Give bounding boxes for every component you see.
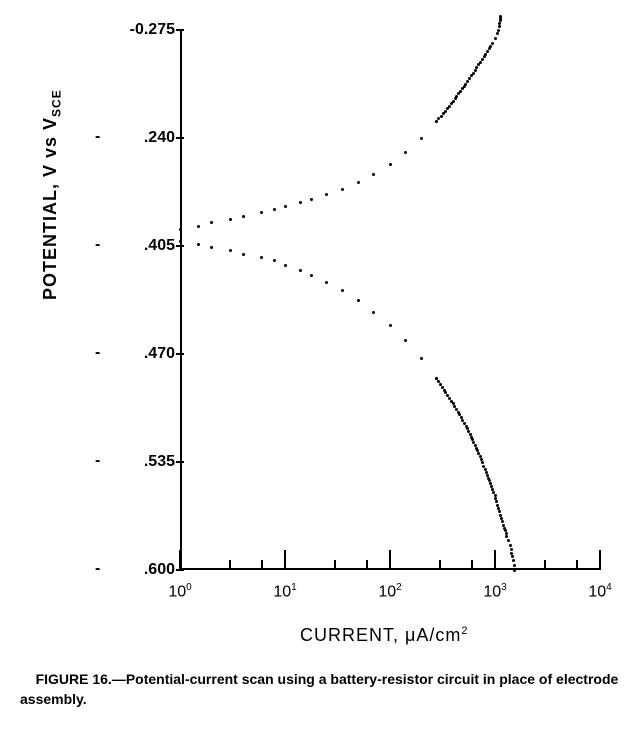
data-point <box>513 569 516 572</box>
x-tick-major <box>599 550 601 570</box>
data-point <box>496 32 499 35</box>
x-axis-label-text: CURRENT, μA/cm <box>300 625 461 645</box>
data-point <box>179 228 182 231</box>
x-tick-minor <box>576 560 578 570</box>
data-point <box>197 225 200 228</box>
x-tick-label: 100 <box>168 582 191 601</box>
data-point <box>242 253 245 256</box>
negative-sign: - <box>95 236 100 254</box>
figure-caption: FIGURE 16.—Potential-current scan using … <box>20 670 624 709</box>
y-tick-label: .535 <box>95 453 175 471</box>
y-tick-label: .470 <box>95 345 175 363</box>
x-tick-label: 104 <box>588 582 611 601</box>
data-point <box>512 559 515 562</box>
x-tick-major <box>389 550 391 570</box>
y-axis-label-text: POTENTIAL, V vs V <box>40 117 60 300</box>
data-point <box>389 324 392 327</box>
y-tick-mark <box>176 353 184 355</box>
negative-sign: - <box>95 452 100 470</box>
x-tick-label: 102 <box>378 582 401 601</box>
data-point <box>481 58 484 61</box>
data-point <box>497 29 500 32</box>
x-axis-label-sup: 2 <box>461 625 468 637</box>
negative-sign: - <box>95 560 100 578</box>
x-tick-major <box>284 550 286 570</box>
x-tick-minor <box>261 560 263 570</box>
data-point <box>509 544 512 547</box>
y-tick-label: .600 <box>95 561 175 579</box>
data-point <box>389 163 392 166</box>
y-tick-mark <box>176 137 184 139</box>
data-point <box>341 188 344 191</box>
chart-container: POTENTIAL, V vs VSCE CURRENT, μA/cm2 -0.… <box>40 20 620 640</box>
x-tick-label: 101 <box>273 582 296 601</box>
negative-sign: - <box>95 344 100 362</box>
data-point <box>498 22 501 25</box>
x-tick-label: 103 <box>483 582 506 601</box>
y-axis-label: POTENTIAL, V vs VSCE <box>40 89 64 300</box>
x-tick-minor <box>229 560 231 570</box>
plot-area <box>180 30 600 570</box>
y-axis-label-sub: SCE <box>50 89 64 117</box>
data-point <box>197 243 200 246</box>
data-point <box>491 42 494 45</box>
x-tick-minor <box>439 560 441 570</box>
negative-sign: - <box>95 128 100 146</box>
caption-prefix: FIGURE 16.— <box>36 671 126 687</box>
y-tick-mark <box>176 29 184 31</box>
data-point <box>448 105 451 108</box>
data-point <box>498 25 501 28</box>
y-tick-label: .405 <box>95 237 175 255</box>
data-point <box>474 69 477 72</box>
data-point <box>179 240 182 243</box>
y-tick-label: -0.275 <box>95 21 175 39</box>
data-point <box>479 61 482 64</box>
data-point <box>452 100 455 103</box>
data-point <box>472 72 475 75</box>
x-tick-minor <box>334 560 336 570</box>
x-tick-minor <box>366 560 368 570</box>
y-tick-mark <box>176 245 184 247</box>
y-tick-label: .240 <box>95 129 175 147</box>
x-tick-minor <box>544 560 546 570</box>
top-left-tick <box>180 40 182 50</box>
x-axis-label: CURRENT, μA/cm2 <box>300 625 469 646</box>
y-tick-mark <box>176 461 184 463</box>
data-point <box>440 115 443 118</box>
x-tick-major <box>494 550 496 570</box>
data-point <box>284 205 287 208</box>
data-point <box>494 37 497 40</box>
data-point <box>510 548 513 551</box>
x-tick-major <box>179 550 181 570</box>
data-point <box>420 137 423 140</box>
data-point <box>444 110 447 113</box>
data-point <box>459 90 462 93</box>
x-tick-minor <box>471 560 473 570</box>
data-point <box>513 564 516 567</box>
data-point <box>242 215 245 218</box>
data-point <box>229 218 232 221</box>
